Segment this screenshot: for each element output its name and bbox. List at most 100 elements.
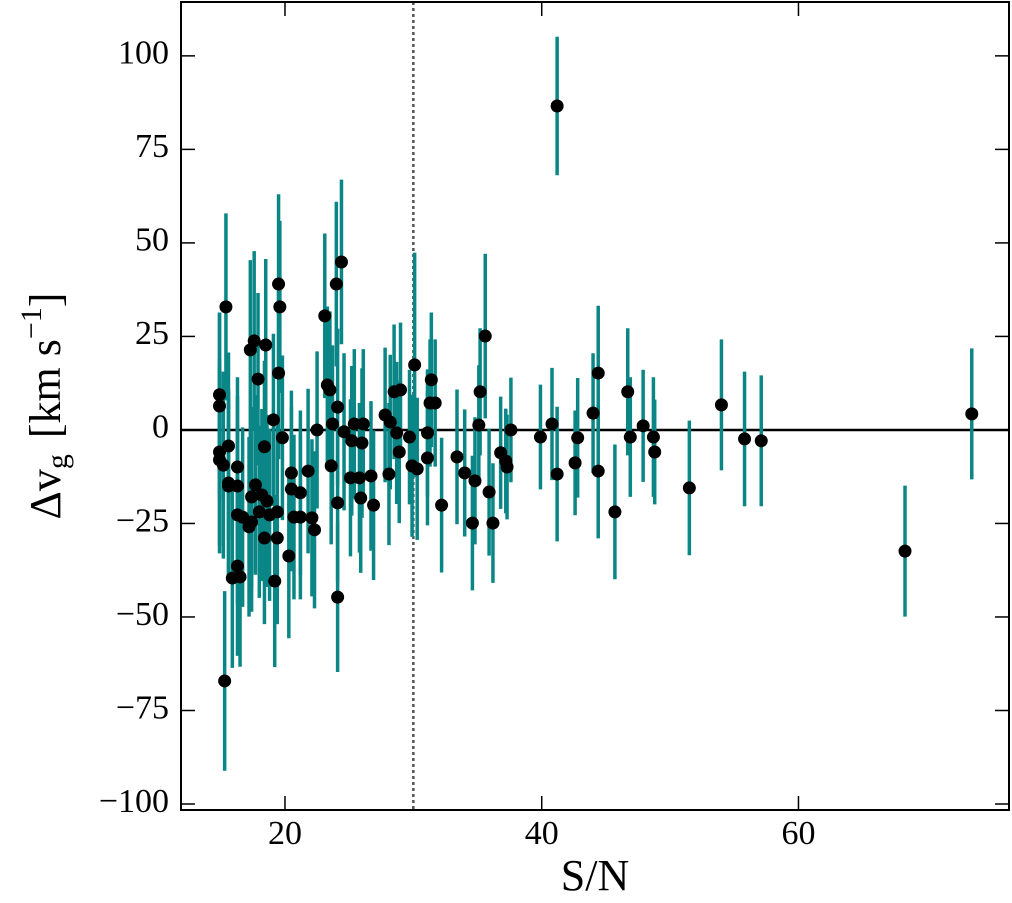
data-point [284, 482, 298, 496]
data-point [305, 511, 319, 525]
x-tick-label: 40 [525, 815, 559, 852]
data-point [266, 413, 280, 427]
data-point [213, 453, 227, 467]
data-point [352, 471, 366, 485]
data-point [898, 544, 912, 558]
data-point [284, 466, 298, 480]
data-point [282, 549, 296, 563]
data-point [482, 485, 496, 499]
data-point [268, 574, 282, 588]
y-tick-label: 50 [135, 222, 169, 259]
data-point [225, 571, 239, 585]
data-point [682, 481, 696, 495]
data-point [331, 590, 345, 604]
data-point [646, 430, 660, 444]
data-point [420, 426, 434, 440]
data-point [320, 378, 334, 392]
data-point [533, 430, 547, 444]
x-axis-label: S/N [561, 851, 629, 900]
data-point [648, 445, 662, 459]
data-point [403, 430, 417, 444]
y-tick-label: −25 [116, 502, 169, 539]
data-point [334, 255, 348, 269]
data-point [738, 432, 752, 446]
data-point [347, 417, 361, 431]
y-tick-label: 0 [152, 409, 169, 446]
plot-area: 20 40 60 −100 −75 −50 −25 0 25 50 75 100 [99, 1, 1010, 852]
data-point [355, 436, 369, 450]
data-point [367, 498, 381, 512]
data-point [354, 491, 368, 505]
data-point [257, 440, 271, 454]
data-point [473, 385, 487, 399]
data-point [450, 450, 464, 464]
data-point [356, 417, 370, 431]
data-point [387, 385, 401, 399]
data-point [213, 399, 227, 413]
data-point [325, 417, 339, 431]
data-point [230, 508, 244, 522]
data-point [230, 460, 244, 474]
data-point [245, 490, 259, 504]
data-point [331, 400, 345, 414]
data-point [550, 467, 564, 481]
y-tick-label: 75 [135, 128, 169, 165]
y-label-close: ] [21, 293, 70, 308]
data-point [287, 510, 301, 524]
x-tick-label: 60 [781, 815, 815, 852]
data-point [255, 488, 269, 502]
data-point [324, 459, 338, 473]
data-point [465, 516, 479, 530]
data-point [754, 434, 768, 448]
plot-frame [180, 1, 1010, 811]
data-point [965, 407, 979, 421]
data-point [494, 446, 508, 460]
y-label-main: Δv [21, 469, 70, 519]
data-point [472, 418, 486, 432]
data-point [420, 451, 434, 465]
data-point [608, 505, 622, 519]
y-label-unit: [km s [21, 339, 70, 438]
y-axis-label: Δvg [km s−1] [15, 293, 74, 520]
y-tick-label: −50 [116, 596, 169, 633]
data-point [424, 373, 438, 387]
data-point [405, 459, 419, 473]
data-point [478, 329, 492, 343]
data-point [257, 531, 271, 545]
data-point [343, 471, 357, 485]
data-point [435, 498, 449, 512]
data-point [331, 496, 345, 510]
data-point [308, 523, 322, 537]
data-point [251, 372, 265, 386]
data-point [310, 423, 324, 437]
x-tick-label: 20 [268, 815, 302, 852]
data-point [272, 366, 286, 380]
data-point [273, 300, 287, 314]
data-point [252, 505, 266, 519]
data-point [378, 408, 392, 422]
data-point [243, 343, 257, 357]
data-point [458, 466, 472, 480]
data-point [392, 445, 406, 459]
data-point [329, 277, 343, 291]
data-point [623, 430, 637, 444]
data-point [636, 419, 650, 433]
data-point [337, 425, 351, 439]
y-tick-label: 25 [135, 315, 169, 352]
data-point [272, 277, 286, 291]
data-point [263, 508, 277, 522]
data-point [408, 358, 422, 372]
data-point [468, 474, 482, 488]
data-point [486, 516, 500, 530]
data-point [345, 434, 359, 448]
data-point [301, 464, 315, 478]
data-point [568, 456, 582, 470]
data-point [586, 406, 600, 420]
data-point [275, 431, 289, 445]
data-point [382, 467, 396, 481]
y-tick-label: 100 [118, 35, 169, 72]
data-point [714, 398, 728, 412]
y-tick-label: −100 [99, 783, 169, 820]
data-point [621, 385, 635, 399]
